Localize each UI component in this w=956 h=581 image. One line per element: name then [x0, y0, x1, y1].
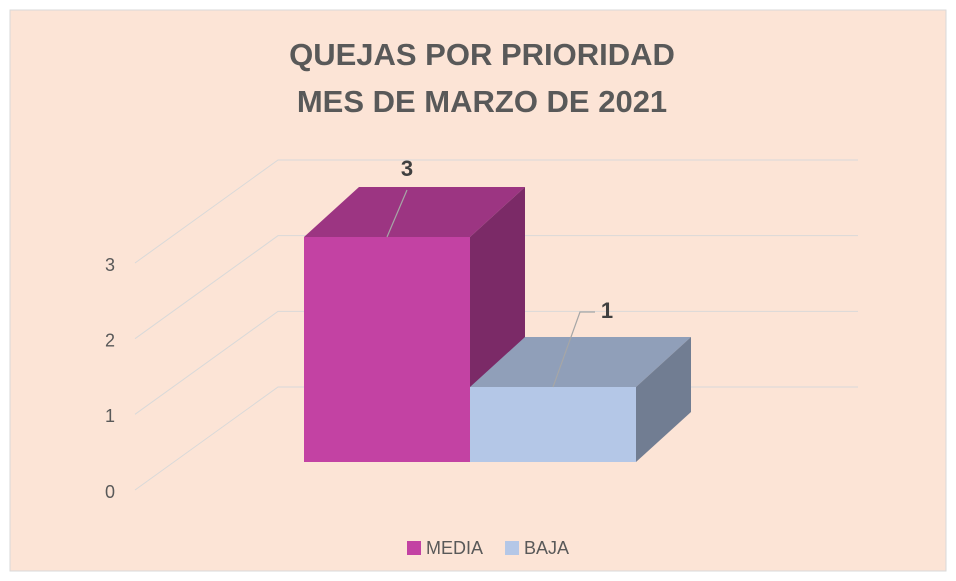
grid-line [134, 235, 858, 340]
bar-side [636, 337, 691, 462]
data-label: 1 [601, 298, 613, 323]
legend-label: MEDIA [426, 538, 483, 558]
chart-subtitle: MES DE MARZO DE 2021 [297, 84, 667, 119]
y-tick-label: 3 [105, 255, 115, 275]
grid-line [134, 310, 858, 415]
chart-title: QUEJAS POR PRIORIDAD [289, 37, 675, 72]
bar [470, 387, 636, 462]
leader-line [386, 189, 408, 238]
bar-top [304, 187, 525, 237]
y-tick-label: 0 [105, 482, 115, 502]
legend-label: BAJA [524, 538, 569, 558]
data-label: 3 [401, 156, 413, 181]
legend-swatch [407, 541, 421, 555]
bar-top [470, 337, 691, 387]
leader-line [552, 311, 595, 388]
bar [304, 237, 470, 462]
legend-swatch [505, 541, 520, 555]
grid-line [134, 159, 858, 264]
y-tick-label: 1 [105, 406, 115, 426]
y-tick-label: 2 [105, 330, 115, 350]
